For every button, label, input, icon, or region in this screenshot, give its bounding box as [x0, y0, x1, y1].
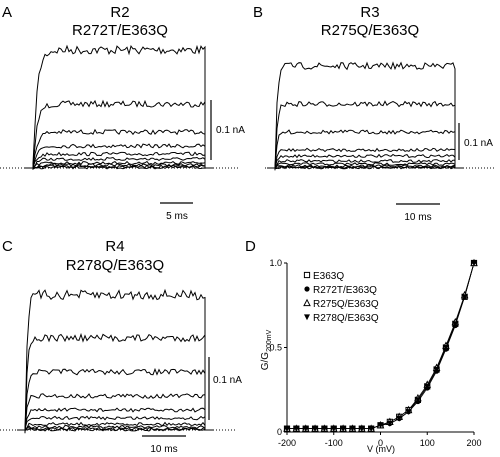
panel-d-data-points — [283, 258, 478, 432]
panel-a-trace-4 — [25, 143, 213, 170]
legend-label-4: R278Q/E363Q — [313, 313, 379, 324]
panel-c-trace-5 — [17, 407, 213, 431]
panel-d-legend: E363Q R272T/E363Q R275Q/E363Q R278Q/E363Q — [303, 271, 379, 324]
panel-c-title-line2: R278Q/E363Q — [66, 257, 164, 274]
series-4-point-16 — [424, 383, 431, 390]
series-4-point-2 — [293, 426, 300, 432]
series-4-point-14 — [405, 409, 412, 415]
panel-a: A R2 R272T/E363Q 0.1 nA 5 ms — [0, 4, 245, 222]
panel-c-trace-2 — [17, 332, 213, 431]
x-tick-label-3: 0 — [378, 438, 383, 448]
series-4-point-8 — [349, 426, 356, 432]
series-4-point-15 — [414, 397, 421, 404]
panel-a-trace-8 — [25, 162, 213, 170]
panel-b-trace-1 — [267, 61, 463, 171]
panel-d-ticks: -200 -100 0 100 200 0 0.5 1.0 — [269, 258, 481, 448]
panel-c-time-scale-label: 10 ms — [150, 444, 177, 455]
panel-a-trace-3 — [25, 128, 213, 169]
panel-b-trace-5 — [267, 153, 463, 169]
panel-a-trace-5 — [25, 151, 213, 169]
panel-b-title-line2: R275Q/E363Q — [321, 22, 419, 39]
panel-b-trace-2 — [267, 100, 463, 170]
panel-c-title-line1: R4 — [105, 238, 124, 255]
panel-c-trace-7 — [17, 421, 213, 431]
panel-a-time-scale-label: 5 ms — [166, 211, 188, 222]
panel-b-trace-7 — [267, 162, 463, 171]
panel-c-letter: C — [2, 238, 13, 255]
series-4-point-20 — [461, 294, 468, 300]
panel-c-trace-8 — [17, 424, 213, 433]
series-4-point-13 — [396, 415, 403, 422]
panel-a-title-line2: R272T/E363Q — [72, 22, 168, 39]
series-4-point-5 — [321, 426, 328, 432]
panel-b: B R3 R275Q/E363Q 0.1 nA 10 ms — [253, 4, 495, 223]
panel-c-trace-10 — [17, 427, 213, 432]
legend-marker-4 — [304, 314, 310, 321]
series-4-point-4 — [312, 426, 319, 432]
panel-b-title-line1: R3 — [360, 4, 379, 21]
series-4-point-18 — [442, 344, 449, 351]
series-4-point-9 — [358, 426, 365, 432]
panel-d-x-axis-label: V (mV) — [367, 444, 395, 454]
x-tick-label-2: -100 — [325, 438, 343, 448]
panel-a-current-scale-label: 0.1 nA — [216, 125, 245, 136]
series-4-point-12 — [386, 420, 393, 427]
panel-a-trace-10 — [25, 165, 213, 170]
panel-a-trace-6 — [25, 156, 213, 169]
legend-label-1: E363Q — [313, 271, 344, 282]
series-4-point-3 — [302, 426, 309, 432]
series-4-point-21 — [471, 260, 477, 267]
panel-d-letter: D — [245, 238, 256, 255]
x-tick-label-4: 100 — [420, 438, 435, 448]
y-tick-label-1: 0 — [277, 427, 282, 437]
panel-c-current-traces — [17, 288, 213, 434]
legend-marker-2 — [304, 286, 310, 292]
series-4-point-7 — [340, 426, 347, 432]
series-4-point-19 — [452, 321, 459, 328]
series-4-point-1 — [284, 426, 290, 432]
panel-c-trace-6 — [17, 415, 213, 431]
legend-marker-3 — [303, 298, 311, 307]
series-4-point-17 — [433, 366, 440, 373]
panel-a-trace-9 — [25, 164, 213, 170]
series-4-point-6 — [330, 426, 337, 432]
panel-c: C R4 R278Q/E363Q 0.1 nA 10 ms — [0, 238, 242, 455]
panel-c-trace-1 — [17, 288, 213, 434]
panel-b-current-scale-label: 0.1 nA — [464, 138, 493, 149]
x-tick-label-5: 200 — [466, 438, 481, 448]
series-4-point-10 — [368, 426, 375, 432]
panel-b-letter: B — [253, 4, 263, 21]
panel-a-title-line1: R2 — [110, 4, 129, 21]
y-tick-label-3: 1.0 — [269, 258, 282, 268]
panel-d-y-axis-label: G/G200mV — [260, 329, 273, 370]
panel-a-trace-1 — [25, 44, 213, 169]
legend-label-3: R275Q/E363Q — [313, 299, 379, 310]
panel-b-time-scale-label: 10 ms — [404, 212, 431, 223]
y-tick-label-2: 0.5 — [269, 343, 282, 353]
panel-b-trace-3 — [267, 129, 463, 169]
panel-b-current-traces — [267, 61, 463, 171]
panel-a-letter: A — [2, 4, 12, 21]
panel-c-trace-4 — [17, 393, 213, 431]
legend-label-2: R272T/E363Q — [313, 285, 377, 296]
panel-b-trace-6 — [267, 159, 463, 171]
series-4-point-11 — [377, 422, 384, 429]
panel-c-trace-3 — [17, 367, 213, 432]
panel-a-current-traces — [25, 44, 213, 170]
x-tick-label-1: -200 — [278, 438, 296, 448]
panel-b-trace-4 — [267, 147, 463, 169]
panel-d: D -200 -100 0 100 200 0 0.5 1.0 V (mV) G/G200mV… — [245, 238, 482, 454]
panel-c-current-scale-label: 0.1 nA — [213, 375, 242, 386]
legend-marker-1 — [303, 271, 311, 279]
panel-a-trace-2 — [25, 99, 213, 169]
